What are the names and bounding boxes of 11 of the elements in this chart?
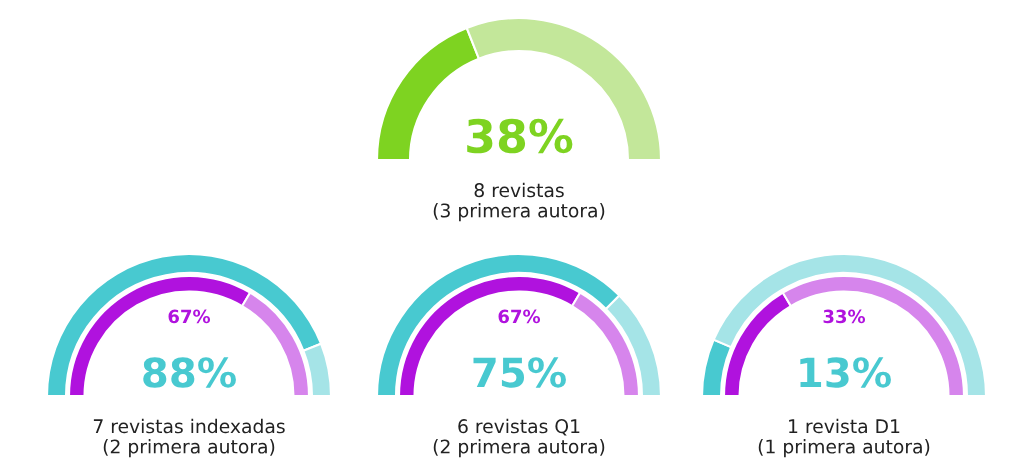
text: 75% — [473, 357, 566, 388]
text: 88% — [143, 357, 236, 388]
text: 38% — [467, 118, 573, 154]
text: 13% — [800, 357, 891, 388]
text: 6 revistas Q1 (2 primera autora) — [433, 418, 605, 458]
text: 67% — [498, 309, 541, 324]
text: 67% — [168, 309, 211, 324]
text: 7 revistas indexadas (2 primera autora) — [93, 418, 285, 458]
text: 8 revistas (3 primera autora) — [433, 182, 605, 222]
text: 1 revista D1 (1 primera autora) — [758, 418, 930, 458]
text: 33% — [823, 309, 866, 324]
